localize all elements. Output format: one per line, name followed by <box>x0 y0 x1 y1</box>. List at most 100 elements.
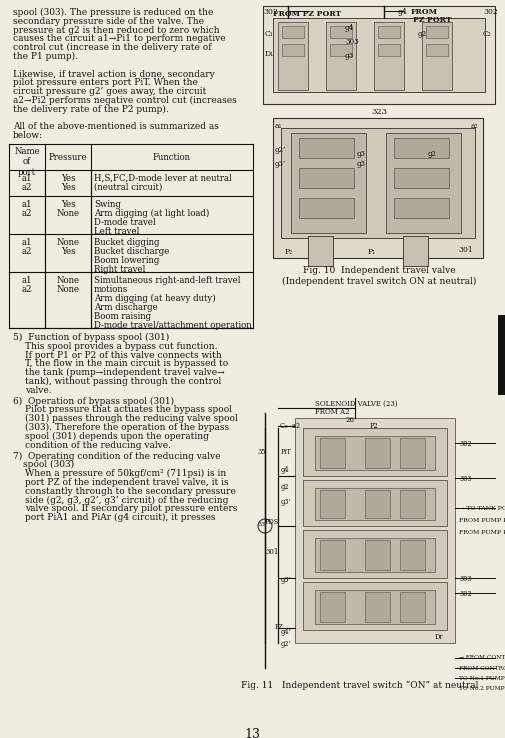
Text: PZ PORT: PZ PORT <box>413 16 451 24</box>
Text: 303: 303 <box>459 475 472 483</box>
Bar <box>303 428 447 476</box>
Text: Fig. 10  Independent travel valve
(Independent travel switch ON at neutral): Fig. 10 Independent travel valve (Indepe… <box>282 266 477 286</box>
Text: the P1 pump).: the P1 pump). <box>13 52 78 61</box>
Text: Arm discharge: Arm discharge <box>94 303 158 312</box>
Text: valve spool. If secondary pilot pressure enters: valve spool. If secondary pilot pressure… <box>25 504 237 513</box>
Text: a1: a1 <box>22 276 32 285</box>
Text: PDS: PDS <box>265 518 279 526</box>
Text: 303: 303 <box>459 575 472 583</box>
Bar <box>315 590 435 624</box>
Text: → TO TANK PORT: → TO TANK PORT <box>459 506 505 511</box>
Text: When a pressure of 50kgf/cm² (711psi) is in: When a pressure of 50kgf/cm² (711psi) is… <box>25 469 226 478</box>
Text: a2: a2 <box>22 247 32 256</box>
Bar <box>273 18 485 92</box>
Text: port PZ of the independent travel valve, it is: port PZ of the independent travel valve,… <box>25 477 229 487</box>
Text: g2: g2 <box>418 30 427 38</box>
Text: 301: 301 <box>265 548 278 556</box>
Text: below:: below: <box>13 131 43 140</box>
Text: D-mode travel/attachment operation: D-mode travel/attachment operation <box>94 321 251 330</box>
Text: g4: g4 <box>281 466 290 474</box>
Text: a₂: a₂ <box>471 122 479 130</box>
Bar <box>394 198 449 218</box>
Text: motions: motions <box>94 285 128 294</box>
Text: TO No.1 PUMP Pi1: TO No.1 PUMP Pi1 <box>459 676 505 681</box>
Bar <box>303 530 447 578</box>
Bar <box>315 488 435 520</box>
Text: g3’: g3’ <box>281 576 292 584</box>
Text: PiT: PiT <box>281 448 292 456</box>
Bar <box>308 236 333 266</box>
Bar <box>282 44 304 56</box>
Text: g2’: g2’ <box>281 640 292 648</box>
Text: a1: a1 <box>22 200 32 209</box>
Text: g3: g3 <box>345 52 354 60</box>
Text: None: None <box>57 276 80 285</box>
Text: tank), without passing through the control: tank), without passing through the contr… <box>25 377 221 386</box>
Bar <box>299 168 354 188</box>
Bar <box>400 592 425 622</box>
Text: Simultaneous right-and-left travel: Simultaneous right-and-left travel <box>94 276 240 285</box>
Bar <box>400 540 425 570</box>
Text: g2’: g2’ <box>275 146 286 154</box>
Text: a2: a2 <box>22 285 32 294</box>
Bar <box>365 540 390 570</box>
Text: 302: 302 <box>263 8 278 16</box>
Text: the tank (pump→independent travel valve→: the tank (pump→independent travel valve→ <box>25 368 225 377</box>
Text: → FROM CONTROL VALVE Pi1: → FROM CONTROL VALVE Pi1 <box>459 655 505 660</box>
Bar <box>281 128 475 238</box>
Text: C₂: C₂ <box>483 30 492 38</box>
Bar <box>378 26 400 38</box>
Bar <box>315 436 435 470</box>
Text: Likewise, if travel action is done, secondary: Likewise, if travel action is done, seco… <box>13 69 215 79</box>
Text: None: None <box>57 238 80 247</box>
Bar <box>330 26 352 38</box>
Text: a2→Pi2 performs negative control cut (increases: a2→Pi2 performs negative control cut (in… <box>13 96 237 105</box>
Text: g4: g4 <box>345 24 354 32</box>
Text: g3’: g3’ <box>281 498 292 506</box>
Text: Boom raising: Boom raising <box>94 312 151 321</box>
Text: FROM PUMP P1: FROM PUMP P1 <box>459 530 505 535</box>
Text: 5)  Function of bypass spool (301): 5) Function of bypass spool (301) <box>13 333 169 342</box>
Bar <box>291 133 366 233</box>
Text: Bucket digging: Bucket digging <box>94 238 160 247</box>
Text: TO No.2 PUMP Pi2: TO No.2 PUMP Pi2 <box>459 686 505 691</box>
Text: H,S,FC,D-mode lever at neutral: H,S,FC,D-mode lever at neutral <box>94 174 232 183</box>
Text: Dr: Dr <box>435 633 443 641</box>
Bar <box>330 44 352 56</box>
Text: FROM PUMP P2: FROM PUMP P2 <box>459 518 505 523</box>
Text: causes the circuit a1→Pi1 to perform negative: causes the circuit a1→Pi1 to perform neg… <box>13 35 226 44</box>
Bar <box>320 438 345 468</box>
Bar <box>320 490 345 518</box>
Text: g3’: g3’ <box>275 160 286 168</box>
Text: 301: 301 <box>458 246 473 254</box>
Text: SOLENOID VALVE (23): SOLENOID VALVE (23) <box>315 400 397 408</box>
Bar <box>315 538 435 572</box>
Text: a1: a1 <box>22 174 32 183</box>
Bar <box>365 592 390 622</box>
Bar <box>394 138 449 158</box>
Text: Bucket discharge: Bucket discharge <box>94 247 169 256</box>
Text: pilot pressure enters port PiT. When the: pilot pressure enters port PiT. When the <box>13 78 198 87</box>
Text: 6)  Operation of bypass spool (301): 6) Operation of bypass spool (301) <box>13 396 174 406</box>
Text: P₂: P₂ <box>285 248 293 256</box>
Bar <box>374 22 404 90</box>
Bar <box>426 26 448 38</box>
Text: C₂  a2: C₂ a2 <box>280 422 300 430</box>
Bar <box>320 540 345 570</box>
Text: Yes: Yes <box>61 174 75 183</box>
Text: 33: 33 <box>257 522 265 527</box>
Bar <box>303 582 447 630</box>
Text: P₁: P₁ <box>368 248 376 256</box>
Text: (301) passes through the reducing valve spool: (301) passes through the reducing valve … <box>25 414 238 424</box>
Bar <box>320 592 345 622</box>
Text: Pressure: Pressure <box>48 153 87 162</box>
Text: All of the above-mentioned is summarized as: All of the above-mentioned is summarized… <box>13 123 219 131</box>
Text: 302: 302 <box>483 8 498 16</box>
Text: Fig. 11   Independent travel switch “ON” at neutral: Fig. 11 Independent travel switch “ON” a… <box>241 681 478 690</box>
Text: Yes: Yes <box>61 200 75 209</box>
Bar <box>295 418 455 643</box>
Bar <box>386 133 461 233</box>
Bar <box>326 22 356 90</box>
Text: Swing: Swing <box>94 200 121 209</box>
Text: If port P1 or P2 of this valve connects with: If port P1 or P2 of this valve connects … <box>25 351 222 359</box>
